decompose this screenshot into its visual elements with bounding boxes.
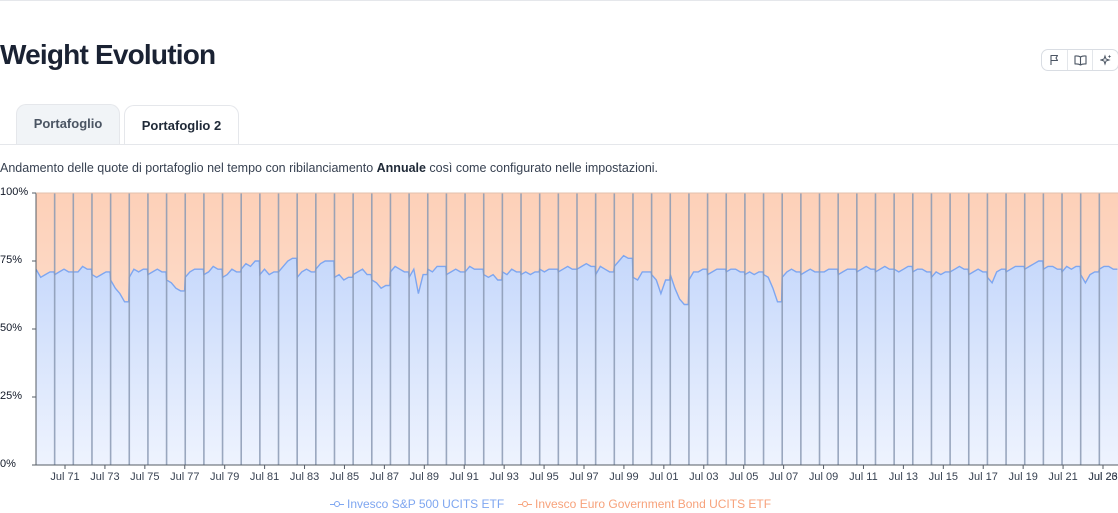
x-tick-label: Jul 77 [170, 471, 200, 483]
rebalancing-mode: Annuale [376, 161, 426, 175]
x-tick-label: Jul 93 [489, 471, 519, 483]
x-tick-label: Jul 15 [928, 471, 958, 483]
x-tick-label: Jul 83 [289, 471, 320, 483]
legend-label: Invesco Euro Government Bond UCITS ETF [535, 497, 772, 511]
x-tick-label: Jul 73 [90, 471, 120, 483]
legend-marker-icon [330, 500, 344, 508]
x-tick-label: Jul 75 [130, 471, 160, 483]
chart-description: Andamento delle quote di portafoglio nel… [0, 161, 658, 175]
page-title: Weight Evolution [0, 39, 216, 70]
x-tick-label: Jul 03 [689, 471, 719, 483]
flag-icon [1050, 54, 1059, 65]
x-tick-label: Jul 89 [409, 471, 439, 483]
x-tick-label: Jul 85 [329, 471, 360, 483]
x-tick-label: Jul 97 [569, 471, 599, 483]
sparkles-icon [1099, 54, 1111, 66]
sparkles-button[interactable] [1093, 50, 1118, 70]
x-tick-label: Jul 71 [50, 471, 80, 483]
book-button[interactable] [1068, 50, 1094, 70]
x-tick-label: Jul 79 [210, 471, 240, 483]
x-tick-label: Jul 21 [1048, 471, 1078, 483]
x-tick-label: Jul 19 [1008, 471, 1038, 483]
legend-item-sp500[interactable]: Invesco S&P 500 UCITS ETF [330, 497, 504, 511]
x-tick-label: Jul 11 [849, 471, 878, 483]
description-text-end: così come configurato nelle impostazioni… [425, 161, 659, 175]
x-tick-label: Jul 05 [729, 471, 759, 483]
flag-button[interactable] [1042, 50, 1068, 70]
x-tick-label: Jul 81 [249, 471, 280, 483]
tab-portafoglio-2[interactable]: Portafoglio 2 [124, 105, 239, 145]
x-tick-label: Jul 23 [1088, 471, 1118, 483]
x-tick-label: Jul 17 [968, 471, 998, 483]
y-tick-label: 100% [0, 186, 29, 198]
legend-label: Invesco S&P 500 UCITS ETF [347, 497, 505, 511]
y-tick-label: 50% [0, 322, 23, 334]
y-tick-label: 25% [0, 390, 23, 402]
legend-item-euro-gov-bond[interactable]: Invesco Euro Government Bond UCITS ETF [518, 497, 771, 511]
tab-portafoglio[interactable]: Portafoglio [16, 104, 120, 144]
description-text: Andamento delle quote di portafoglio nel… [0, 161, 377, 175]
x-tick-label: Jul 95 [529, 471, 559, 483]
x-tick-label: Jul 87 [369, 471, 400, 483]
x-tick-label: Jul 07 [768, 471, 799, 483]
toolbar [1041, 49, 1118, 71]
top-border [0, 0, 1118, 1]
x-tick-label: Jul 99 [609, 471, 639, 483]
x-tick-label: Jul 09 [808, 471, 839, 483]
x-tick-label: Jul 91 [449, 471, 479, 483]
legend-marker-icon [518, 500, 532, 508]
tabs-divider [0, 144, 1118, 145]
y-tick-label: 75% [0, 254, 23, 266]
x-tick-label: Jul 26 [1088, 471, 1118, 483]
x-tick-label: Jul 01 [649, 471, 679, 483]
x-tick-label: Jul 13 [888, 471, 919, 483]
book-icon [1073, 55, 1087, 66]
y-tick-label: 0% [0, 458, 16, 470]
